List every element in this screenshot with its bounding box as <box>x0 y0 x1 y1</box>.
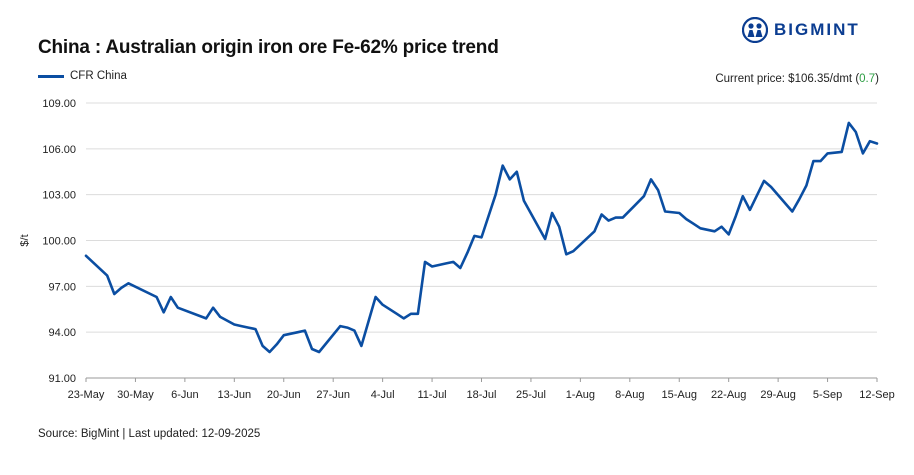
y-axis-ticks: 91.00 94.00 97.00 100.00 103.00 106.00 109.00 <box>42 98 76 385</box>
x-tick-label: 25-Jul <box>516 389 546 401</box>
source-note: Source: BigMint | Last updated: 12-09-20… <box>38 428 261 440</box>
brand-name: BIGMINT <box>774 20 860 39</box>
x-tick-label: 12-Sep <box>859 389 894 401</box>
legend-swatch-cfr-china <box>38 74 64 78</box>
x-tick-label: 18-Jul <box>467 389 497 401</box>
x-tick-label: 29-Aug <box>760 389 795 401</box>
x-tick-label: 13-Jun <box>217 389 251 401</box>
legend: CFR China <box>38 70 127 82</box>
x-tick-label: 6-Jun <box>171 389 199 401</box>
x-tick-label: 8-Aug <box>615 389 644 401</box>
y-tick-label: 94.00 <box>48 327 76 339</box>
bigmint-logo: BIGMINT <box>742 16 860 44</box>
y-tick-label: 109.00 <box>42 98 76 110</box>
x-tick-label: 11-Jul <box>417 389 446 401</box>
x-tick-label: 15-Aug <box>662 389 697 401</box>
current-price-label: Current price: $106.35/dmt ( <box>715 73 860 85</box>
x-tick-label: 22-Aug <box>711 389 746 401</box>
current-price-close: ) <box>875 73 879 85</box>
x-tick-label: 30-May <box>117 389 154 401</box>
x-tick-label: 4-Jul <box>371 389 395 401</box>
series-line-cfr-china <box>84 121 879 354</box>
current-price: Current price: $106.35/dmt (0.7) <box>715 73 879 85</box>
grid-lines <box>86 102 877 379</box>
current-price-change: 0.7 <box>859 73 876 85</box>
x-axis-ticks: 23-May 30-May 6-Jun 13-Jun 20-Jun 27-Jun 4-Jul… <box>68 378 895 401</box>
x-tick-label: 1-Aug <box>566 389 595 401</box>
y-tick-label: 97.00 <box>48 281 76 293</box>
y-tick-label: 91.00 <box>48 373 76 385</box>
series-group <box>84 121 879 354</box>
chart-title: China : Australian origin iron ore Fe-62… <box>38 37 499 58</box>
y-tick-label: 100.00 <box>42 236 76 248</box>
x-tick-label: 20-Jun <box>267 389 301 401</box>
x-tick-label: 5-Sep <box>813 389 842 401</box>
y-tick-label: 103.00 <box>42 190 76 202</box>
bigmint-logo-icon <box>742 17 768 43</box>
legend-label-cfr-china: CFR China <box>70 70 127 82</box>
x-tick-label: 23-May <box>68 389 105 401</box>
y-tick-label: 106.00 <box>42 144 76 156</box>
y-axis-title: $/t <box>19 234 31 246</box>
x-tick-label: 27-Jun <box>316 389 350 401</box>
